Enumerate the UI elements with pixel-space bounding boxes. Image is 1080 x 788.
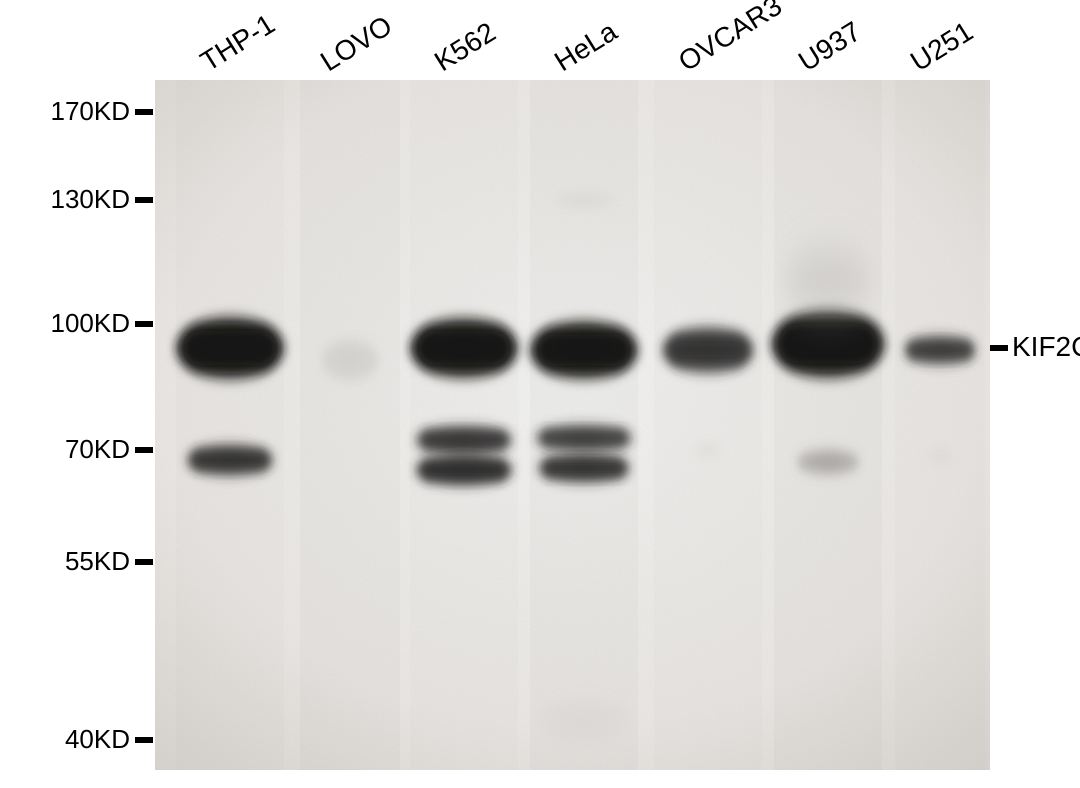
mw-marker-label: 70KD [0, 434, 130, 465]
mw-marker-label: 170KD [0, 96, 130, 127]
mw-marker-label: 100KD [0, 308, 130, 339]
target-label: KIF2C [1012, 331, 1080, 363]
mw-marker-label: 55KD [0, 546, 130, 577]
mw-marker-tick [135, 109, 153, 115]
mw-marker-tick [135, 321, 153, 327]
mw-marker-tick [135, 447, 153, 453]
mw-marker-label: 40KD [0, 724, 130, 755]
western-blot-svg [0, 0, 1080, 788]
mw-marker-tick [135, 559, 153, 565]
target-tick [990, 345, 1008, 351]
mw-marker-tick [135, 197, 153, 203]
mw-marker-tick [135, 737, 153, 743]
mw-marker-label: 130KD [0, 184, 130, 215]
figure-canvas [0, 0, 1080, 788]
